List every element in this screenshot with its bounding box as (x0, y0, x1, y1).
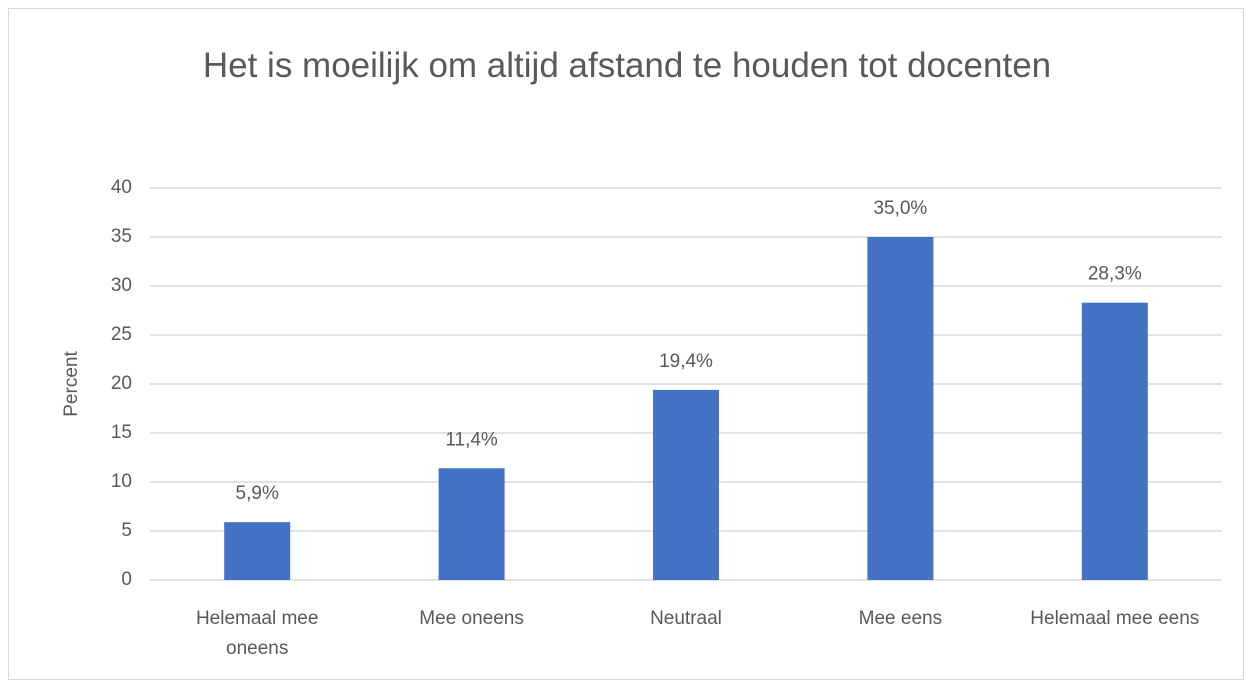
x-tick-label: Mee eens (858, 608, 943, 629)
data-label: 5,9% (236, 483, 279, 504)
x-tick-label: Mee oneens (419, 608, 524, 629)
x-tick-label: Helemaal mee oneens (195, 608, 319, 659)
y-tick-label: 25 (111, 324, 132, 345)
y-tick-label: 20 (111, 373, 132, 394)
data-label: 19,4% (659, 351, 713, 372)
chart-title: Het is moeilijk om altijd afstand te hou… (202, 46, 1052, 85)
y-tick-label: 30 (111, 275, 132, 296)
bar (1081, 302, 1148, 580)
bar (438, 468, 505, 580)
chart-frame (8, 8, 1244, 680)
data-label: 35,0% (873, 198, 927, 219)
y-tick-label: 40 (111, 177, 132, 198)
bar (653, 389, 719, 580)
x-tick-label: Neutraal (650, 608, 722, 629)
y-tick-label: 15 (111, 422, 132, 443)
data-label: 11,4% (445, 429, 498, 450)
y-tick-label: 35 (111, 226, 132, 247)
x-tick-label: Helemaal mee eens (1030, 608, 1200, 629)
y-tick-label: 5 (121, 520, 132, 541)
bar (867, 237, 934, 580)
y-axis-label: Percent (61, 351, 82, 417)
bar (224, 522, 291, 580)
y-tick-label: 10 (111, 471, 132, 492)
y-tick-label: 0 (121, 569, 132, 590)
data-label: 28,3% (1088, 264, 1142, 285)
